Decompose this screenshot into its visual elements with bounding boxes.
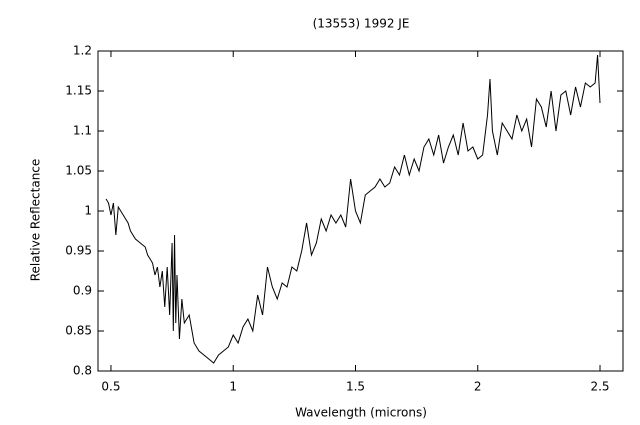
y-tick-label: 1 bbox=[84, 204, 92, 218]
y-tick-label: 1.1 bbox=[73, 124, 92, 138]
y-tick-label: 0.95 bbox=[65, 244, 92, 258]
y-tick-label: 0.9 bbox=[73, 284, 92, 298]
x-tick-label: 1.5 bbox=[346, 380, 365, 394]
y-axis-label: Relative Reflectance bbox=[29, 159, 43, 282]
y-tick-label: 0.85 bbox=[65, 324, 92, 338]
x-tick-label: 0.5 bbox=[101, 380, 120, 394]
y-tick-label: 1.05 bbox=[65, 164, 92, 178]
chart-title: (13553) 1992 JE bbox=[313, 17, 410, 31]
y-tick-label: 1.15 bbox=[65, 84, 92, 98]
x-tick-label: 1 bbox=[229, 380, 237, 394]
x-axis-label: Wavelength (microns) bbox=[295, 406, 427, 420]
x-tick-label: 2.5 bbox=[590, 380, 609, 394]
y-tick-label: 1.2 bbox=[73, 44, 92, 58]
data-line bbox=[105, 54, 601, 364]
plot-frame bbox=[97, 50, 624, 372]
x-tick-label: 2 bbox=[474, 380, 482, 394]
y-tick-label: 0.8 bbox=[73, 364, 92, 378]
